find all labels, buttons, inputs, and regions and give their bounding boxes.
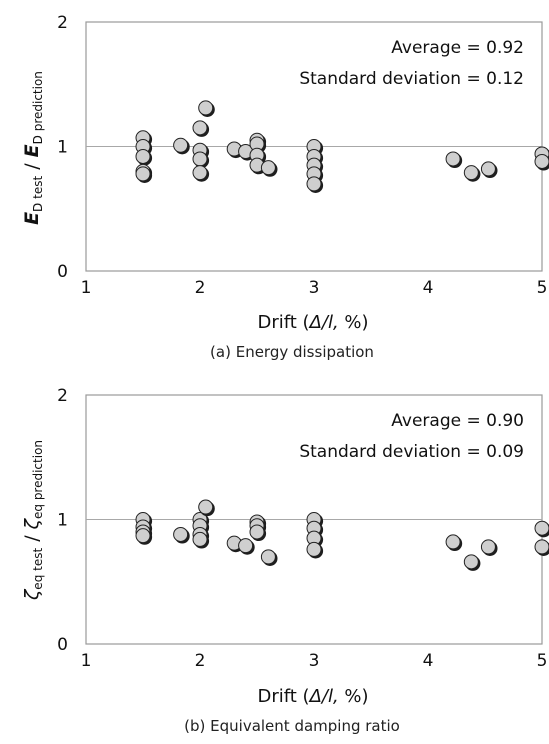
x-axis-label: Drift (Δ/l, %): [257, 686, 368, 707]
x-tick-label: 3: [309, 651, 320, 671]
data-point: [306, 541, 322, 557]
y-tick-label: 2: [57, 386, 68, 406]
x-tick-label: 1: [81, 278, 92, 298]
data-point: [135, 148, 151, 164]
x-tick-label: 4: [423, 278, 434, 298]
data-points: [135, 499, 549, 571]
stat-std-deviation: Standard deviation = 0.12: [299, 69, 524, 89]
data-point: [135, 166, 151, 182]
data-point: [192, 151, 208, 167]
x-tick-label: 4: [423, 651, 434, 671]
x-tick-labels: 1 2 3 4 5: [81, 278, 548, 298]
y-axis-label: ζeq test / ζeq prediction: [21, 440, 45, 601]
data-point: [480, 161, 496, 177]
x-tick-label: 5: [537, 278, 548, 298]
y-tick-label: 1: [57, 138, 68, 158]
data-point: [445, 534, 461, 550]
data-point: [198, 499, 214, 515]
y-tick-labels: 0 1 2: [57, 13, 68, 282]
x-axis-label: Drift (Δ/l, %): [257, 312, 368, 333]
data-point: [445, 151, 461, 167]
y-tick-label: 2: [57, 13, 68, 33]
data-point: [534, 153, 549, 169]
data-point: [192, 165, 208, 181]
x-tick-label: 2: [195, 651, 206, 671]
x-tick-label: 1: [81, 651, 92, 671]
y-tick-label: 0: [57, 262, 68, 282]
caption: (a) Energy dissipation: [210, 343, 374, 361]
y-tick-labels: 0 1 2: [57, 386, 68, 655]
y-tick-label: 0: [57, 635, 68, 655]
data-point: [306, 176, 322, 192]
data-point: [238, 538, 254, 554]
data-point: [192, 120, 208, 136]
data-point: [260, 160, 276, 176]
y-axis-label: ED test / ED prediction: [21, 71, 45, 225]
data-points: [135, 100, 549, 193]
stat-average: Average = 0.92: [391, 38, 524, 58]
data-point: [135, 528, 151, 544]
data-point: [480, 539, 496, 555]
x-tick-labels: 1 2 3 4 5: [81, 651, 548, 671]
data-point: [534, 520, 549, 536]
data-point: [534, 539, 549, 555]
caption: (b) Equivalent damping ratio: [184, 717, 400, 735]
data-point: [463, 554, 479, 570]
x-tick-label: 3: [309, 278, 320, 298]
data-point: [463, 165, 479, 181]
data-point: [192, 531, 208, 547]
stat-std-deviation: Standard deviation = 0.09: [299, 442, 524, 462]
data-point: [198, 100, 214, 116]
data-point: [260, 549, 276, 565]
stat-average: Average = 0.90: [391, 411, 524, 431]
data-point: [249, 524, 265, 540]
x-tick-label: 5: [537, 651, 548, 671]
y-tick-label: 1: [57, 511, 68, 531]
data-point: [173, 526, 189, 542]
x-tick-label: 2: [195, 278, 206, 298]
data-point: [173, 137, 189, 153]
